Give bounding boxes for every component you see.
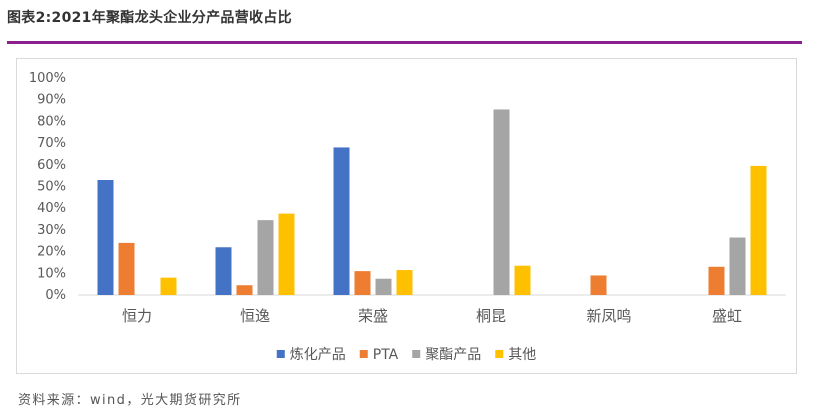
bar-PTA-恒力 [118,242,135,295]
bar-chart: 0% 10% 20% 30% 40% 50% 60% 70% 80% 90% 100% 恒力 恒逸 荣盛… [29,71,786,363]
y-tick-label: 70% [37,136,66,151]
bar-PTA-荣盛 [354,271,371,295]
y-axis-ticks: 0% 10% 20% 30% 40% 50% 60% 70% 80% 90% 100% [29,71,66,303]
legend-label: PTA [373,347,399,363]
bar-PTA-新凤鸣 [590,275,607,295]
x-axis-ticks: 恒力 恒逸 荣盛 桐昆 新凤鸣 盛虹 [122,307,742,325]
bar-聚酯产品-恒逸 [257,220,274,295]
bar-其他-恒力 [160,277,177,295]
y-tick-label: 90% [37,93,66,108]
y-tick-label: 40% [37,201,66,216]
y-tick-label: 80% [37,114,66,129]
legend-label: 炼化产品 [290,347,346,363]
x-tick-label: 恒力 [122,307,152,325]
title-underline [7,41,802,44]
legend-label: 聚酯产品 [425,347,481,363]
legend-swatch [412,350,421,358]
legend-swatch [359,350,368,358]
bar-炼化产品-恒力 [97,179,114,295]
legend: 炼化产品 PTA 聚酯产品 其他 [276,347,536,363]
bar-炼化产品-荣盛 [333,147,350,295]
x-tick-label: 盛虹 [712,307,742,325]
bar-PTA-恒逸 [236,285,253,295]
x-tick-label: 新凤鸣 [586,307,631,325]
bar-其他-荣盛 [396,270,413,295]
bars [97,109,767,295]
legend-swatch [495,350,504,358]
y-tick-label: 60% [37,158,66,173]
bar-聚酯产品-荣盛 [375,278,392,295]
x-tick-label: 恒逸 [240,307,270,325]
x-tick-label: 桐昆 [476,307,506,325]
legend-swatch [276,350,285,358]
chart-frame [16,58,797,374]
legend-label: 其他 [508,347,536,363]
y-tick-label: 50% [37,180,66,195]
bar-聚酯产品-桐昆 [493,109,510,295]
bar-其他-桐昆 [514,265,531,295]
figure-title: 图表2:2021年聚酯龙头企业分产品营收占比 [7,10,292,26]
y-tick-label: 30% [37,223,66,238]
x-tick-label: 荣盛 [358,307,388,325]
bar-其他-恒逸 [278,213,295,295]
source-note: 资料来源：wind，光大期货研究所 [18,393,242,408]
bar-炼化产品-恒逸 [215,247,232,295]
bar-PTA-盛虹 [708,266,725,295]
y-tick-label: 100% [29,71,66,86]
y-tick-label: 10% [37,266,66,281]
y-tick-label: 0% [45,288,66,303]
y-tick-label: 20% [37,245,66,260]
bar-聚酯产品-盛虹 [729,237,746,295]
bar-其他-盛虹 [750,165,767,295]
